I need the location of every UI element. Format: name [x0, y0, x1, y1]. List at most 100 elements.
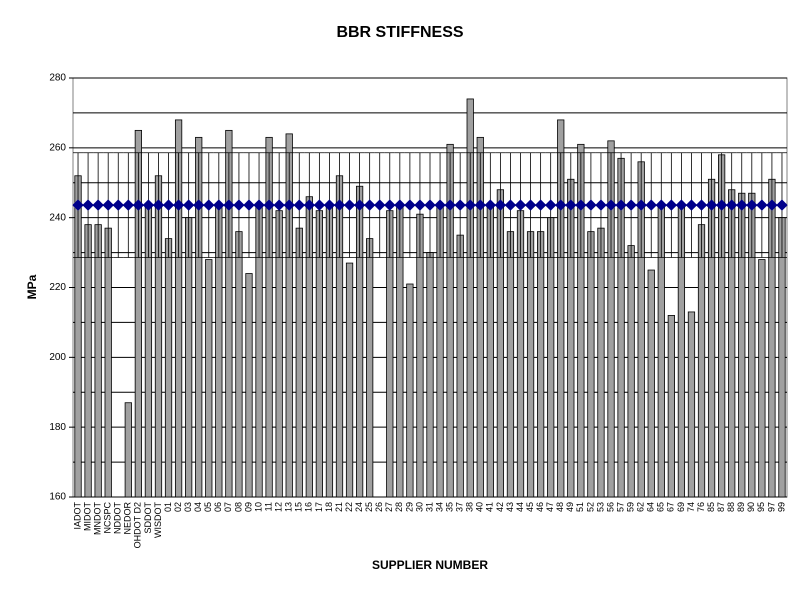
x-tick-label: 27 — [384, 502, 394, 512]
bar — [195, 136, 203, 498]
x-tick-label: WISDOT — [153, 502, 163, 538]
x-axis-label: SUPPLIER NUMBER — [372, 558, 488, 572]
mean-marker — [404, 199, 416, 211]
x-tick-label: 59 — [626, 502, 636, 512]
x-tick-label: 18 — [324, 502, 334, 512]
bar — [456, 234, 464, 498]
mean-marker — [313, 199, 326, 211]
mean-marker — [585, 199, 597, 211]
x-tick-label: 34 — [434, 502, 444, 512]
bar — [164, 238, 173, 498]
x-tick-label: 24 — [354, 502, 364, 512]
mean-marker — [645, 199, 657, 211]
bar — [265, 136, 273, 498]
y-axis-label: MPa — [25, 274, 39, 299]
x-tick-label: 28 — [394, 502, 404, 512]
bar — [94, 224, 102, 498]
bar — [506, 231, 515, 498]
chart-title: BBR STIFFNESS — [336, 24, 463, 41]
mean-marker — [253, 199, 265, 211]
bar — [345, 262, 354, 498]
y-tick-label: 280 — [49, 73, 66, 84]
x-tick-label: 74 — [686, 502, 696, 512]
mean-marker — [102, 199, 114, 211]
mean-marker — [524, 199, 537, 211]
mean-marker — [152, 199, 165, 211]
bar — [225, 129, 233, 498]
mean-marker — [203, 199, 215, 211]
mean-marker — [192, 199, 205, 211]
mean-marker — [172, 199, 185, 211]
y-tick-label: 220 — [49, 282, 66, 293]
mean-marker — [454, 199, 466, 211]
bar — [124, 402, 132, 498]
y-tick-label: 180 — [49, 422, 66, 433]
x-tick-label: MNDOT — [93, 502, 103, 535]
bar — [526, 231, 535, 498]
bar — [205, 259, 213, 498]
mean-marker — [665, 199, 678, 211]
x-tick-label: 64 — [646, 502, 656, 512]
x-tick-label: 11 — [263, 502, 273, 511]
x-tick-label: 95 — [756, 502, 766, 512]
mean-marker — [575, 199, 587, 211]
bar — [537, 231, 545, 498]
x-tick-label: 30 — [414, 502, 424, 512]
mean-marker — [705, 199, 718, 211]
x-tick-label: 15 — [294, 502, 304, 512]
mean-marker — [414, 199, 426, 211]
bar — [667, 315, 675, 498]
mean-marker — [363, 199, 376, 211]
mean-marker — [122, 199, 135, 211]
mean-marker — [293, 199, 305, 211]
x-tick-label: 56 — [605, 502, 615, 512]
x-tick-label: 37 — [455, 502, 465, 512]
bar — [597, 227, 605, 498]
mean-marker — [323, 199, 336, 211]
bar — [577, 143, 585, 498]
bar — [476, 136, 484, 498]
x-tick-label: 04 — [193, 502, 203, 512]
mean-marker — [695, 199, 708, 211]
x-tick-label: 69 — [676, 502, 686, 512]
mean-marker — [223, 199, 235, 211]
mean-marker — [353, 199, 366, 211]
x-tick-label: 67 — [666, 502, 676, 512]
bar — [104, 227, 112, 498]
x-tick-label: 76 — [696, 502, 706, 512]
mean-marker — [303, 199, 316, 211]
mean-marker — [92, 199, 104, 211]
mean-marker — [675, 199, 688, 211]
bar — [547, 217, 555, 498]
mean-marker — [776, 199, 788, 211]
mean-marker — [534, 199, 547, 211]
x-tick-label: 10 — [253, 502, 263, 512]
x-tick-label: 07 — [223, 502, 233, 512]
x-tick-label: 49 — [565, 502, 575, 512]
mean-marker — [213, 199, 225, 211]
mean-marker — [434, 199, 446, 211]
bar — [647, 269, 655, 498]
mean-marker — [655, 199, 668, 211]
bar — [697, 224, 706, 498]
mean-marker — [625, 199, 637, 211]
x-tick-label: 53 — [595, 502, 605, 512]
bar — [295, 227, 303, 498]
x-tick-label: 45 — [525, 502, 535, 512]
x-tick-label: 90 — [746, 502, 756, 512]
x-tick-label: 47 — [545, 502, 555, 512]
x-tick-label: 06 — [213, 502, 223, 512]
x-tick-label: 87 — [716, 502, 726, 512]
bar — [446, 143, 454, 498]
y-tick-label: 160 — [49, 492, 66, 503]
mean-marker — [746, 199, 758, 211]
x-tick-label: 44 — [515, 502, 525, 512]
x-tick-label: 88 — [726, 502, 736, 512]
mean-marker — [635, 199, 647, 211]
mean-marker — [384, 199, 396, 211]
mean-marker — [484, 199, 497, 211]
y-tick-label: 240 — [49, 212, 66, 223]
mean-marker — [514, 199, 527, 211]
mean-marker — [504, 199, 517, 211]
mean-marker — [444, 199, 456, 211]
